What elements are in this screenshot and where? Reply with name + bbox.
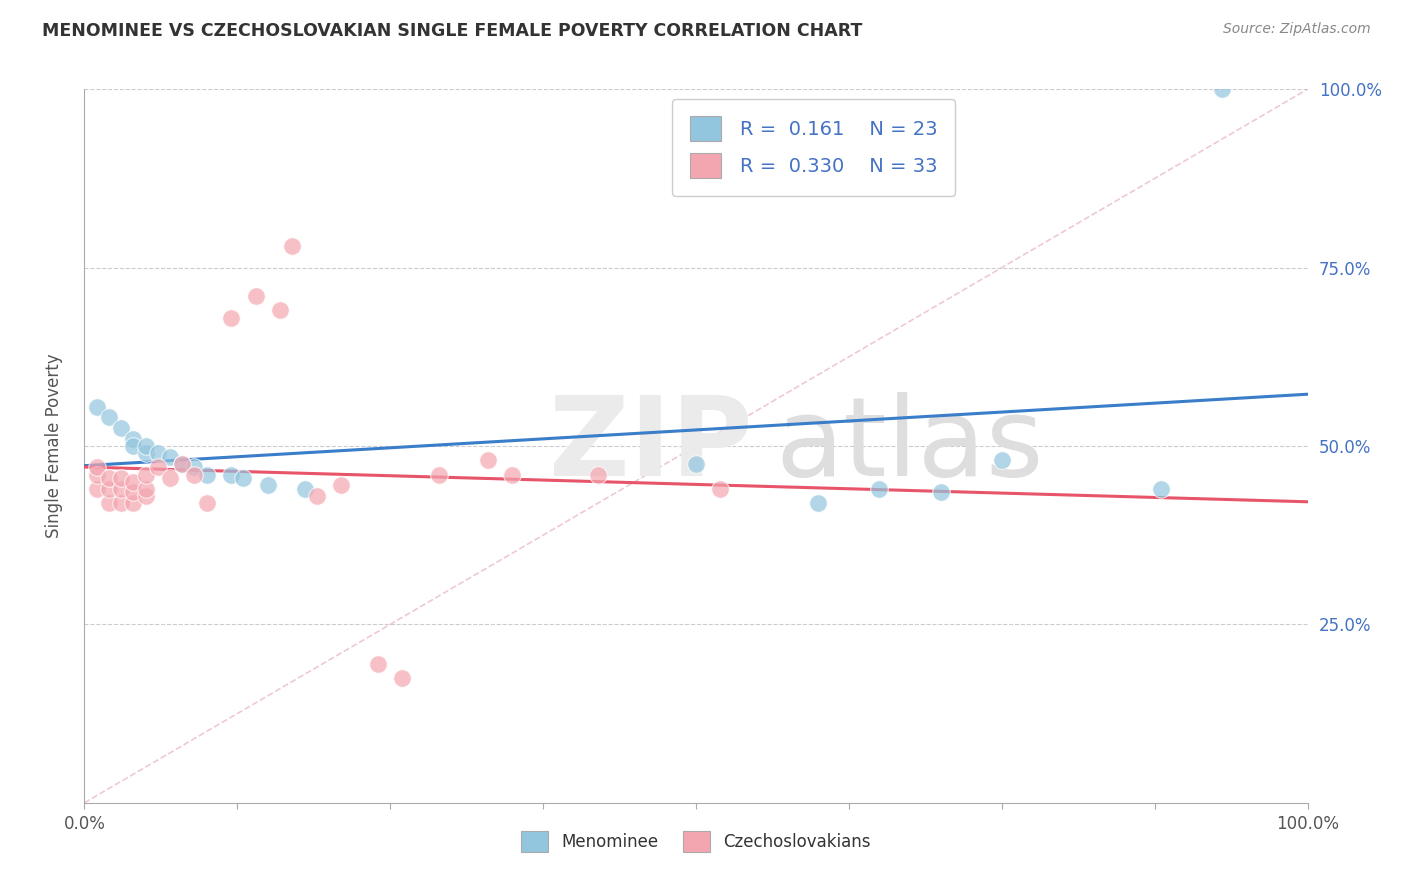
Point [219,310,242,325]
Y-axis label: Single Female Poverty: Single Female Poverty [45,354,63,538]
Text: atlas: atlas [776,392,1045,500]
Point [122,496,145,510]
Point [135,439,157,453]
Point [807,496,830,510]
Point [367,657,389,671]
Point [110,496,132,510]
Point [257,478,280,492]
Point [195,496,218,510]
Legend: Menominee, Czechoslovakians: Menominee, Czechoslovakians [515,824,877,859]
Point [97,496,120,510]
Point [1211,82,1233,96]
Point [991,453,1014,467]
Point [869,482,891,496]
Text: ZIP: ZIP [550,392,752,500]
Point [172,457,194,471]
Point [477,453,499,467]
Point [97,410,120,425]
Point [269,303,291,318]
Point [294,482,316,496]
Point [195,467,218,482]
Point [122,439,145,453]
Point [586,467,609,482]
Point [159,471,181,485]
Point [245,289,267,303]
Point [86,482,108,496]
Point [86,460,108,475]
Point [219,467,242,482]
Point [86,400,108,414]
Point [172,457,194,471]
Point [330,478,353,492]
Point [391,671,413,685]
Point [97,471,120,485]
Point [122,475,145,489]
Point [110,421,132,435]
Point [929,485,952,500]
Point [146,460,169,475]
Text: Source: ZipAtlas.com: Source: ZipAtlas.com [1223,22,1371,37]
Point [135,446,157,460]
Point [709,482,731,496]
Point [232,471,254,485]
Point [110,471,132,485]
Point [281,239,304,253]
Point [685,457,707,471]
Point [427,467,450,482]
Point [86,467,108,482]
Point [135,482,157,496]
Point [146,446,169,460]
Point [305,489,328,503]
Text: MENOMINEE VS CZECHOSLOVAKIAN SINGLE FEMALE POVERTY CORRELATION CHART: MENOMINEE VS CZECHOSLOVAKIAN SINGLE FEMA… [42,22,862,40]
Point [135,489,157,503]
Point [122,432,145,446]
Point [502,467,524,482]
Point [97,482,120,496]
Point [159,450,181,464]
Point [183,467,205,482]
Point [135,467,157,482]
Point [122,485,145,500]
Point [110,482,132,496]
Point [1150,482,1173,496]
Point [183,460,205,475]
